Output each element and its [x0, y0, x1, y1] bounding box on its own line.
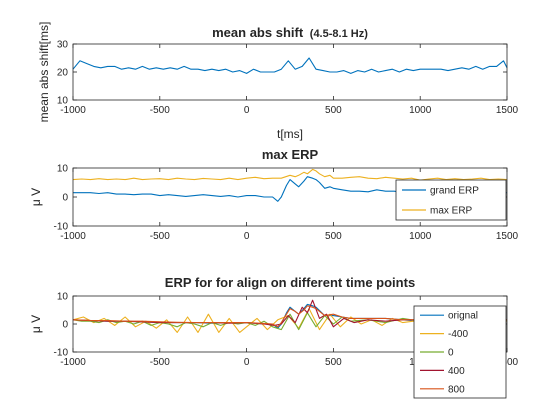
series-line-0: [72, 312, 507, 331]
panel-title: mean abs shift (4.5-8.1 Hz): [212, 25, 368, 40]
x-tick-label-500: -500: [150, 357, 170, 368]
series-line-0: [72, 57, 508, 74]
x-tick-label-500: -500: [150, 231, 170, 242]
x-tick-label-1000: -1000: [60, 231, 86, 242]
x-tick-label-500: 500: [325, 357, 342, 368]
legend-label-max-erp: max ERP: [430, 206, 473, 217]
max-erp-panel: max ERP μ V -1000 -500 0 500 1000 1500 -10 0 10 g…: [29, 147, 519, 242]
legend: orignal -400 0 400 800: [413, 305, 507, 399]
legend-label-400: 400: [448, 366, 465, 377]
legend: grand ERP max ERP: [395, 179, 507, 221]
legend-label-orignal: orignal: [448, 311, 478, 322]
y-tick-label-10: -10: [54, 222, 69, 233]
y-tick-label-0: 0: [62, 320, 68, 331]
panel-title: max ERP: [262, 147, 319, 162]
legend-label-0: 0: [448, 348, 454, 359]
x-tick-label-0: 0: [244, 105, 250, 116]
y-tick-label-10: -10: [54, 348, 69, 359]
panel-title: ERP for for align on different time poin…: [165, 275, 415, 290]
x-tick-label-1500: 1500: [496, 105, 519, 116]
x-tick-label-500: -500: [150, 105, 170, 116]
y-axis-label: μ V: [29, 188, 43, 206]
series-line-max-erp: [72, 168, 508, 181]
x-tick-label-1500: 1500: [496, 231, 519, 242]
x-tick-label-500: 500: [325, 105, 342, 116]
x-tick-label-500: 500: [325, 231, 342, 242]
x-tick-label-0: 0: [244, 231, 250, 242]
axes-box: [72, 167, 508, 227]
y-tick-label-30: 30: [57, 40, 69, 51]
y-tick-label-0: 0: [62, 193, 68, 204]
plot-area: [73, 44, 507, 100]
erp-align-panel: ERP for for align on different time poin…: [29, 275, 519, 399]
x-tick-label-1000: 1000: [409, 105, 432, 116]
x-tick-label-1500: 1500: [496, 357, 519, 368]
legend-label-400: -400: [448, 329, 468, 340]
x-tick-label-1000: -1000: [60, 105, 86, 116]
mean-abs-shift-panel: mean abs shift (4.5-8.1 Hz) t[ms] mean a…: [37, 22, 519, 141]
x-tick-label-1000: 1000: [409, 231, 432, 242]
legend-box: [395, 179, 507, 221]
y-tick-label-20: 20: [57, 68, 69, 79]
x-axis-label: t[ms]: [277, 127, 303, 141]
series-line-800: [72, 305, 507, 328]
y-tick-label-10: 10: [57, 164, 69, 175]
legend-label-grand-erp: grand ERP: [430, 186, 479, 197]
y-axis-label: mean abs shift[ms]: [37, 22, 51, 123]
axes-box: [72, 295, 508, 353]
y-tick-label-10: 10: [57, 292, 69, 303]
x-tick-label-1000: -1000: [60, 357, 86, 368]
y-tick-label-10: 10: [57, 96, 69, 107]
x-tick-label-0: 0: [244, 357, 250, 368]
axes-box: [72, 43, 508, 101]
legend-label-800: 800: [448, 384, 465, 395]
y-axis-label: μ V: [29, 315, 43, 333]
